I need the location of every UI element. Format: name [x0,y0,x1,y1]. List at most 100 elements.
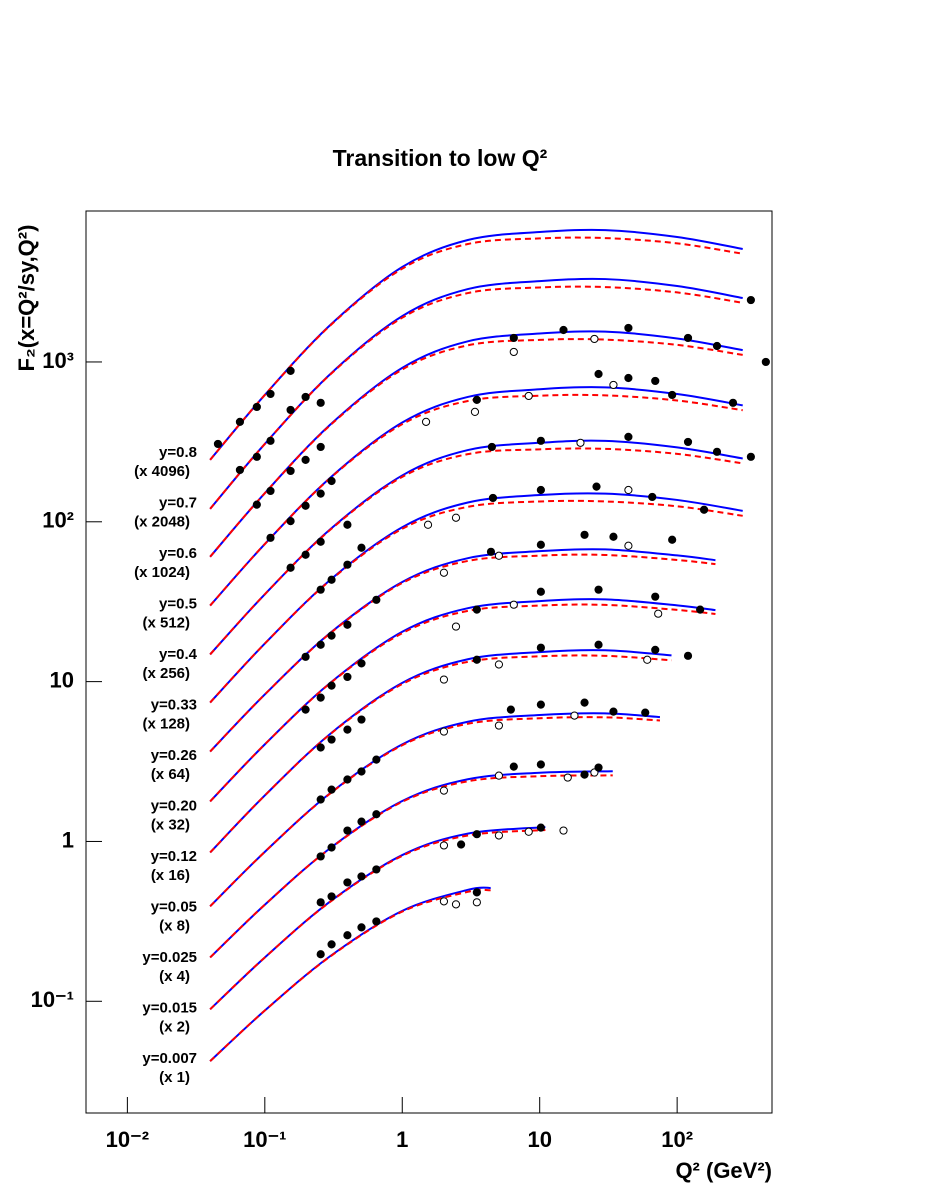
data-point [316,795,325,804]
data-point [357,715,366,724]
data-point [372,755,381,764]
data-point [609,707,618,716]
open-data-point [439,897,449,906]
series-scale-label: (x 16) [151,867,190,884]
data-point [624,373,633,383]
data-point [592,482,601,491]
data-point [343,672,352,682]
data-point [286,516,295,526]
series-label: y=0.20 [151,797,197,814]
data-point [343,826,352,835]
data-point [316,898,325,907]
series-scale-label: (x 512) [142,614,190,631]
data-point [761,357,770,367]
data-point [316,693,325,702]
data-point [327,575,336,584]
series-scale-label: (x 1) [159,1069,190,1086]
data-point [357,872,366,881]
y-tick-label: 1 [62,827,74,852]
model-curve [209,386,743,607]
data-point [301,455,310,464]
data-point [712,341,722,351]
data-point [506,705,515,714]
data-point [343,931,352,940]
data-point [327,892,336,901]
data-point [327,631,336,640]
data-point [316,489,325,498]
series-label: y=0.6 [159,545,197,562]
data-point [536,643,545,652]
data-point [266,486,275,496]
series-scale-label: (x 128) [142,715,190,732]
data-point [316,743,325,752]
series-label: y=0.7 [159,494,197,511]
data-point [357,817,366,826]
data-point [357,923,366,932]
model-curve [209,598,716,803]
data-point [316,537,325,546]
data-point [624,323,633,333]
x-axis-label: Q² (GeV²) [675,1158,772,1183]
series-scale-label: (x 4096) [134,463,190,480]
data-point [580,770,589,779]
data-point [343,878,352,887]
data-point [266,533,275,542]
open-data-point [439,727,449,736]
data-point [316,950,325,959]
data-point [746,452,755,461]
data-point [728,398,738,407]
plot-frame [85,210,773,1114]
model-curve [209,886,491,1062]
data-point [594,585,603,594]
data-point [594,640,603,649]
data-point [559,325,568,335]
model-curve-dashed [209,716,661,907]
data-point [252,402,261,412]
data-point [301,501,310,510]
data-point [343,560,352,569]
data-point [648,492,657,502]
data-point [327,476,336,486]
data-point [372,595,381,604]
data-point [357,767,366,776]
series-scale-label: (x 2) [159,1018,190,1035]
data-point [651,376,660,386]
data-point [580,530,589,539]
data-point [235,465,245,475]
data-point [316,442,325,452]
x-tick-label: 10⁻² [106,1127,149,1152]
data-point [536,485,545,495]
data-point [343,520,352,529]
series-scale-label: (x 2048) [134,513,190,530]
data-point [343,775,352,784]
data-point [456,840,466,849]
open-data-point [590,334,599,344]
open-data-point [439,786,449,795]
data-point [327,843,336,852]
data-point [683,437,693,447]
open-data-point [570,711,579,720]
data-point [486,547,496,556]
data-point [327,785,336,794]
open-data-point [576,438,585,447]
data-point [235,417,245,426]
data-point [357,659,366,668]
data-point [594,369,603,379]
model-curve-dashed [209,654,672,854]
open-data-point [451,622,461,631]
data-point [624,432,633,441]
y-axis-label: F₂(x=Q²/sy,Q²) [14,225,39,372]
model-curve-dashed [209,774,613,959]
model-curve-dashed [209,603,716,803]
data-point [683,333,693,343]
y-tick-label: 10³ [42,348,74,373]
data-point [509,333,518,343]
open-data-point [563,773,572,782]
data-point [594,763,603,772]
data-point [327,735,336,744]
chart-title: Transition to low Q² [333,145,548,171]
data-point [252,500,261,509]
data-point [301,392,310,402]
series-scale-label: (x 1024) [134,564,190,581]
